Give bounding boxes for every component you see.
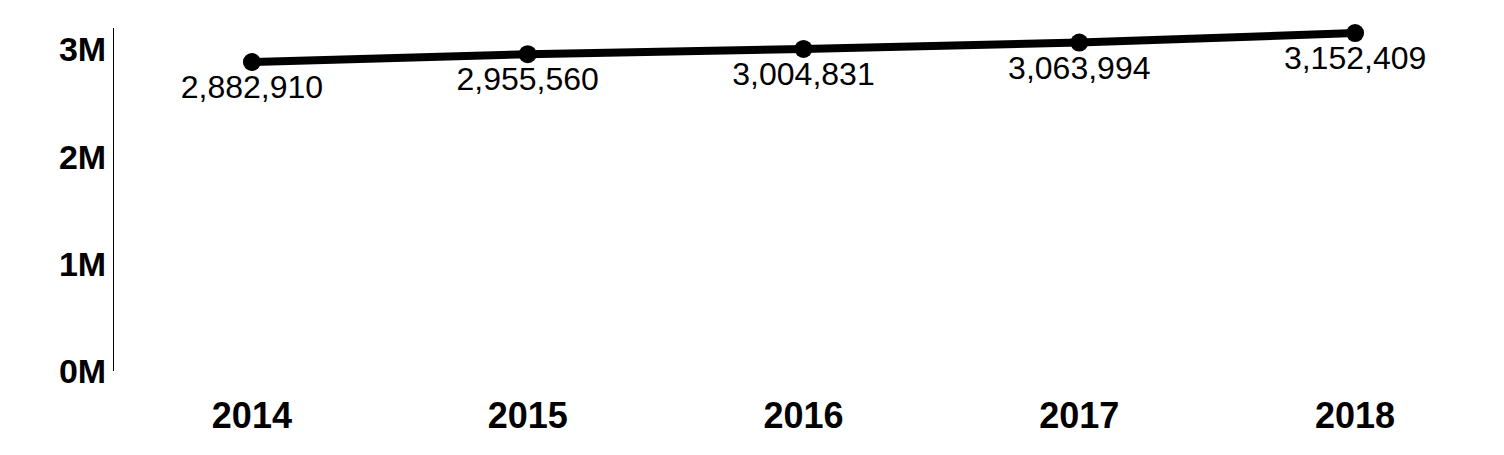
svg-text:3,063,994: 3,063,994 — [1008, 50, 1150, 86]
svg-text:2,882,910: 2,882,910 — [181, 69, 323, 105]
svg-text:3,004,831: 3,004,831 — [732, 56, 874, 92]
svg-text:2,955,560: 2,955,560 — [457, 61, 599, 97]
svg-text:3,152,409: 3,152,409 — [1284, 40, 1426, 76]
svg-text:3M: 3M — [59, 30, 106, 68]
svg-text:2015: 2015 — [488, 395, 568, 436]
svg-text:2016: 2016 — [763, 395, 843, 436]
svg-text:1M: 1M — [59, 245, 106, 283]
svg-text:2M: 2M — [59, 138, 106, 176]
svg-text:0M: 0M — [59, 352, 106, 390]
svg-text:2017: 2017 — [1039, 395, 1119, 436]
svg-text:2018: 2018 — [1315, 395, 1395, 436]
svg-text:2014: 2014 — [212, 395, 292, 436]
